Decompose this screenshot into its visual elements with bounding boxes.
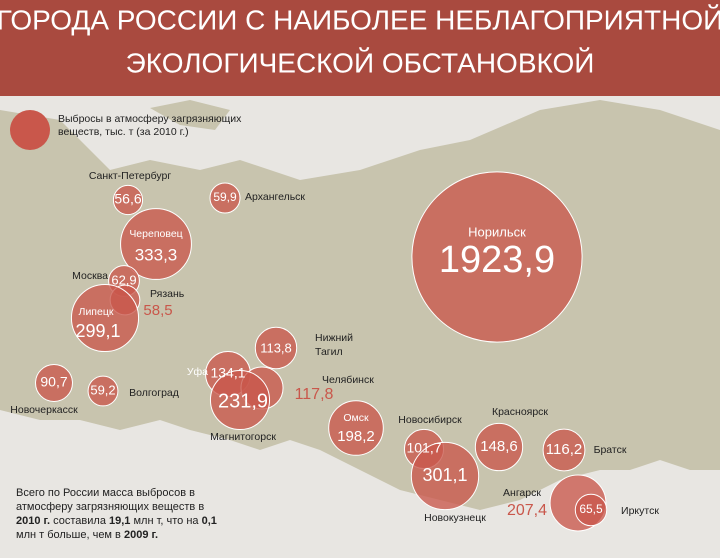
- city-bubble: [87, 375, 119, 407]
- city-bubble: [254, 326, 298, 370]
- city-value: 301,1: [422, 465, 467, 485]
- city-name: Ангарск: [503, 487, 541, 499]
- city-name: Москва: [72, 270, 108, 282]
- city-value: 299,1: [75, 321, 120, 341]
- city-name: Новосибирск: [398, 414, 462, 426]
- note-part: 2009 г.: [123, 529, 159, 541]
- legend-swatch: [10, 110, 50, 150]
- note-part: млн т, что на: [130, 515, 202, 527]
- city-bubble: [70, 283, 140, 353]
- city-name: Красноярск: [492, 406, 548, 418]
- city-value: 198,2: [337, 428, 375, 445]
- city-bubble: [209, 369, 271, 431]
- city-value: 62,9: [111, 272, 136, 287]
- land: [150, 100, 230, 130]
- city-name: Архангельск: [245, 191, 305, 203]
- city-name: Волгоград: [129, 387, 179, 399]
- city-value: 207,4: [507, 502, 547, 519]
- city-name: Омск: [343, 412, 369, 424]
- city-name: Новочеркасск: [10, 404, 78, 416]
- city-value: 117,8: [295, 386, 334, 403]
- city-value: 59,2: [90, 382, 115, 397]
- city-value: 56,6: [114, 191, 141, 207]
- city-value: 113,8: [260, 340, 292, 355]
- city-value: 134,1: [210, 365, 245, 381]
- city-value: 1923,9: [439, 239, 555, 281]
- note-part: 2010 г.: [16, 515, 51, 527]
- city-bubble: [209, 182, 241, 214]
- city-name: Норильск: [468, 224, 526, 239]
- header-band: [0, 0, 720, 96]
- legend-text: Выбросы в атмосферу загрязняющих веществ…: [58, 113, 242, 138]
- city-bubble: [120, 208, 192, 280]
- city-bubble: [112, 184, 144, 216]
- note-part: 0,1: [201, 515, 217, 527]
- city-value: 65,5: [579, 502, 603, 516]
- city-name: Липецк: [79, 306, 114, 318]
- city-value: 101,7: [406, 440, 441, 456]
- city-value: 116,2: [546, 441, 582, 458]
- city-value: 90,7: [40, 374, 67, 390]
- city-bubble: [574, 493, 608, 527]
- city-name: Челябинск: [322, 374, 374, 386]
- city-name: Рязань: [150, 288, 185, 300]
- city-value: 231,9: [218, 390, 268, 412]
- note: Всего по России масса выбросов в атмосфе…: [16, 486, 231, 542]
- city-bubble: [411, 171, 583, 343]
- note-part: млн т больше, чем в: [16, 529, 124, 541]
- title: ГОРОДА РОССИИ С НАИБОЛЕЕ НЕБЛАГОПРИЯТНОЙ: [0, 4, 720, 35]
- city-name: Нижний Тагил: [315, 332, 356, 358]
- city-bubble: [410, 441, 480, 511]
- city-value: 333,3: [135, 245, 178, 264]
- city-name: Магнитогорск: [210, 431, 276, 443]
- city-bubble: [542, 428, 586, 472]
- city-name: Иркутск: [621, 505, 659, 517]
- city-name: Братск: [594, 444, 627, 456]
- city-value: 148,6: [480, 438, 518, 455]
- city-name: Уфа: [187, 366, 208, 378]
- note-part: Всего по России масса выбросов в атмосфе…: [16, 487, 205, 513]
- note-part: 19,1: [109, 515, 131, 527]
- city-name: Санкт-Петербург: [89, 170, 172, 182]
- city-name: Череповец: [129, 228, 182, 240]
- city-bubble: [474, 422, 524, 472]
- city-bubble: [35, 364, 73, 402]
- city-bubble: [328, 400, 384, 456]
- city-name: Новокузнецк: [424, 512, 486, 524]
- note-part: составила: [50, 515, 109, 527]
- city-value: 58,5: [143, 302, 172, 319]
- city-value: 59,9: [213, 190, 237, 204]
- title: ЭКОЛОГИЧЕСКОЙ ОБСТАНОВКОЙ: [126, 47, 595, 78]
